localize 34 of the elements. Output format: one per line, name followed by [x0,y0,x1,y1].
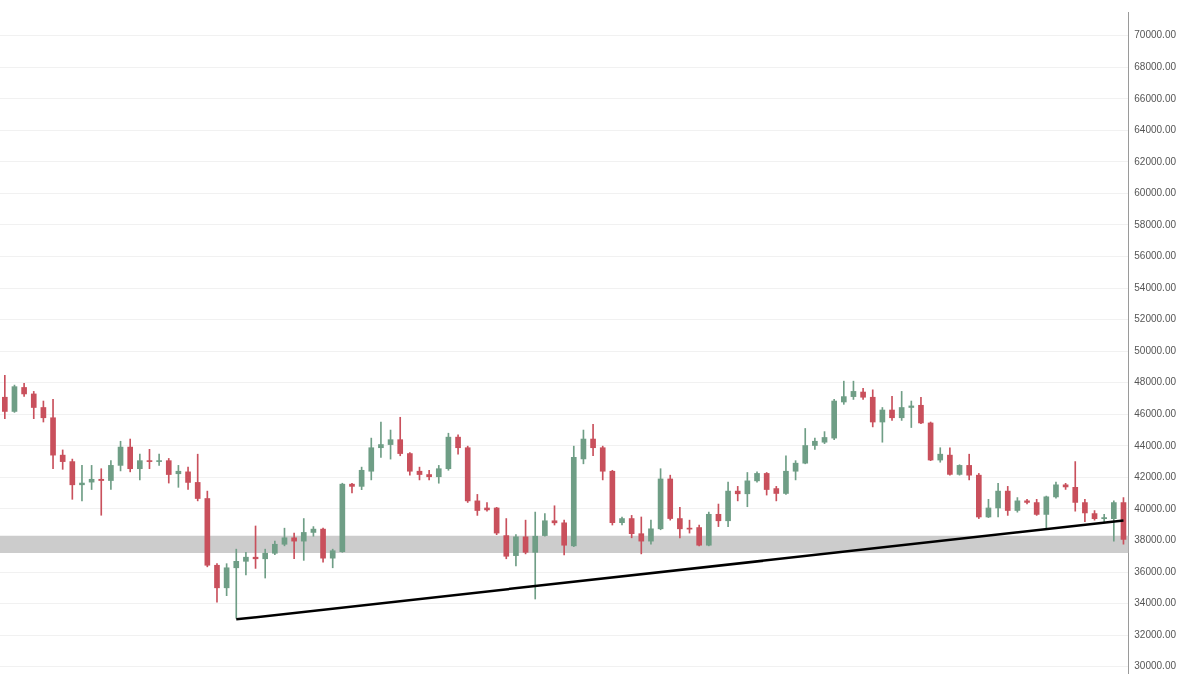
y-tick-label: 38000.00 [1134,534,1177,546]
y-tick-label: 52000.00 [1134,313,1177,325]
candlestick [300,518,307,561]
y-tick-label: 64000.00 [1134,124,1177,136]
y-tick-label: 32000.00 [1134,628,1177,640]
y-tick-label: 44000.00 [1134,439,1177,451]
candlestick [233,548,240,619]
y-tick-label: 60000.00 [1134,187,1177,199]
candlestick [840,380,847,405]
candlestick [378,421,384,458]
y-tick-label: 40000.00 [1134,502,1177,514]
y-tick-label: 70000.00 [1134,29,1177,41]
candlestick [98,468,105,516]
candlestick [291,532,297,560]
candlestick [156,453,162,466]
y-tick-label: 36000.00 [1134,565,1177,577]
candlestick [262,548,269,579]
y-tick-label: 34000.00 [1134,597,1177,609]
y-tick-label: 66000.00 [1134,92,1177,104]
candlestick [638,516,645,555]
candlestick [734,486,741,502]
y-tick-label: 68000.00 [1134,60,1177,72]
y-tick-label: 30000.00 [1134,660,1177,672]
y-tick-label: 50000.00 [1134,344,1177,356]
y-tick-label: 54000.00 [1134,281,1177,293]
y-tick-label: 42000.00 [1134,471,1177,483]
y-tick-label: 62000.00 [1134,155,1177,167]
candlestick [908,400,915,428]
y-tick-label: 56000.00 [1134,250,1177,262]
y-tick-label: 48000.00 [1134,376,1177,388]
candlestick [243,551,249,576]
y-tick-label: 58000.00 [1134,218,1177,230]
candlestick [532,511,539,600]
y-tick-label: 46000.00 [1134,408,1177,420]
